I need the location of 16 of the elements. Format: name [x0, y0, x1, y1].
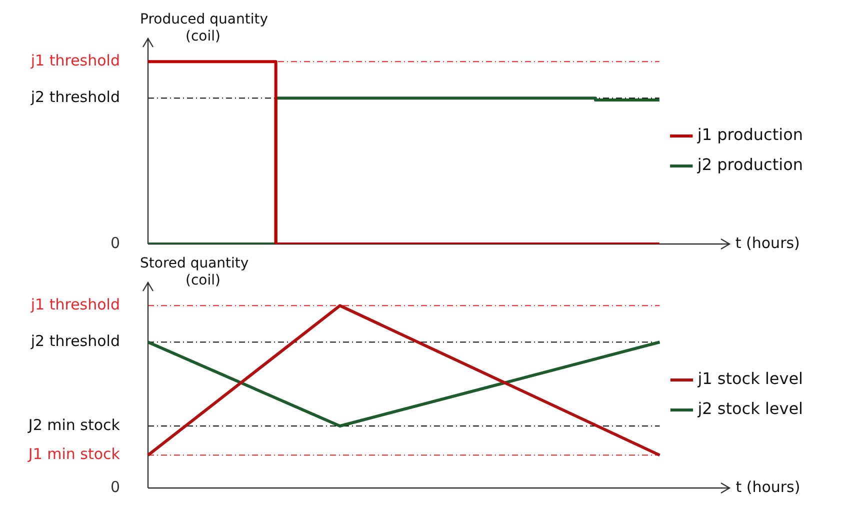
ref-line-label: J1 min stock — [27, 445, 120, 464]
legend-label: j1 stock level — [696, 369, 804, 388]
x-axis-title: t (hours) — [735, 234, 800, 252]
y-axis-title: Stored quantity (coil) — [140, 256, 249, 289]
x-axis-title: t (hours) — [736, 478, 800, 496]
ref-line-label: j2 threshold — [30, 332, 120, 350]
ref-line-label: j1 threshold — [30, 296, 120, 314]
ref-line-label: j2 threshold — [30, 88, 120, 106]
ref-line-label: 0 — [110, 478, 120, 496]
ref-line-label: 0 — [110, 234, 120, 252]
legend-label: j2 stock level — [696, 399, 804, 418]
y-axis-title: Produced quantity (coil) — [140, 12, 268, 45]
legend-label: j1 production — [696, 125, 803, 144]
legend-label: j2 production — [696, 155, 803, 174]
ref-line-label: j1 threshold — [30, 52, 120, 70]
ref-line-label: J2 min stock — [27, 416, 120, 434]
